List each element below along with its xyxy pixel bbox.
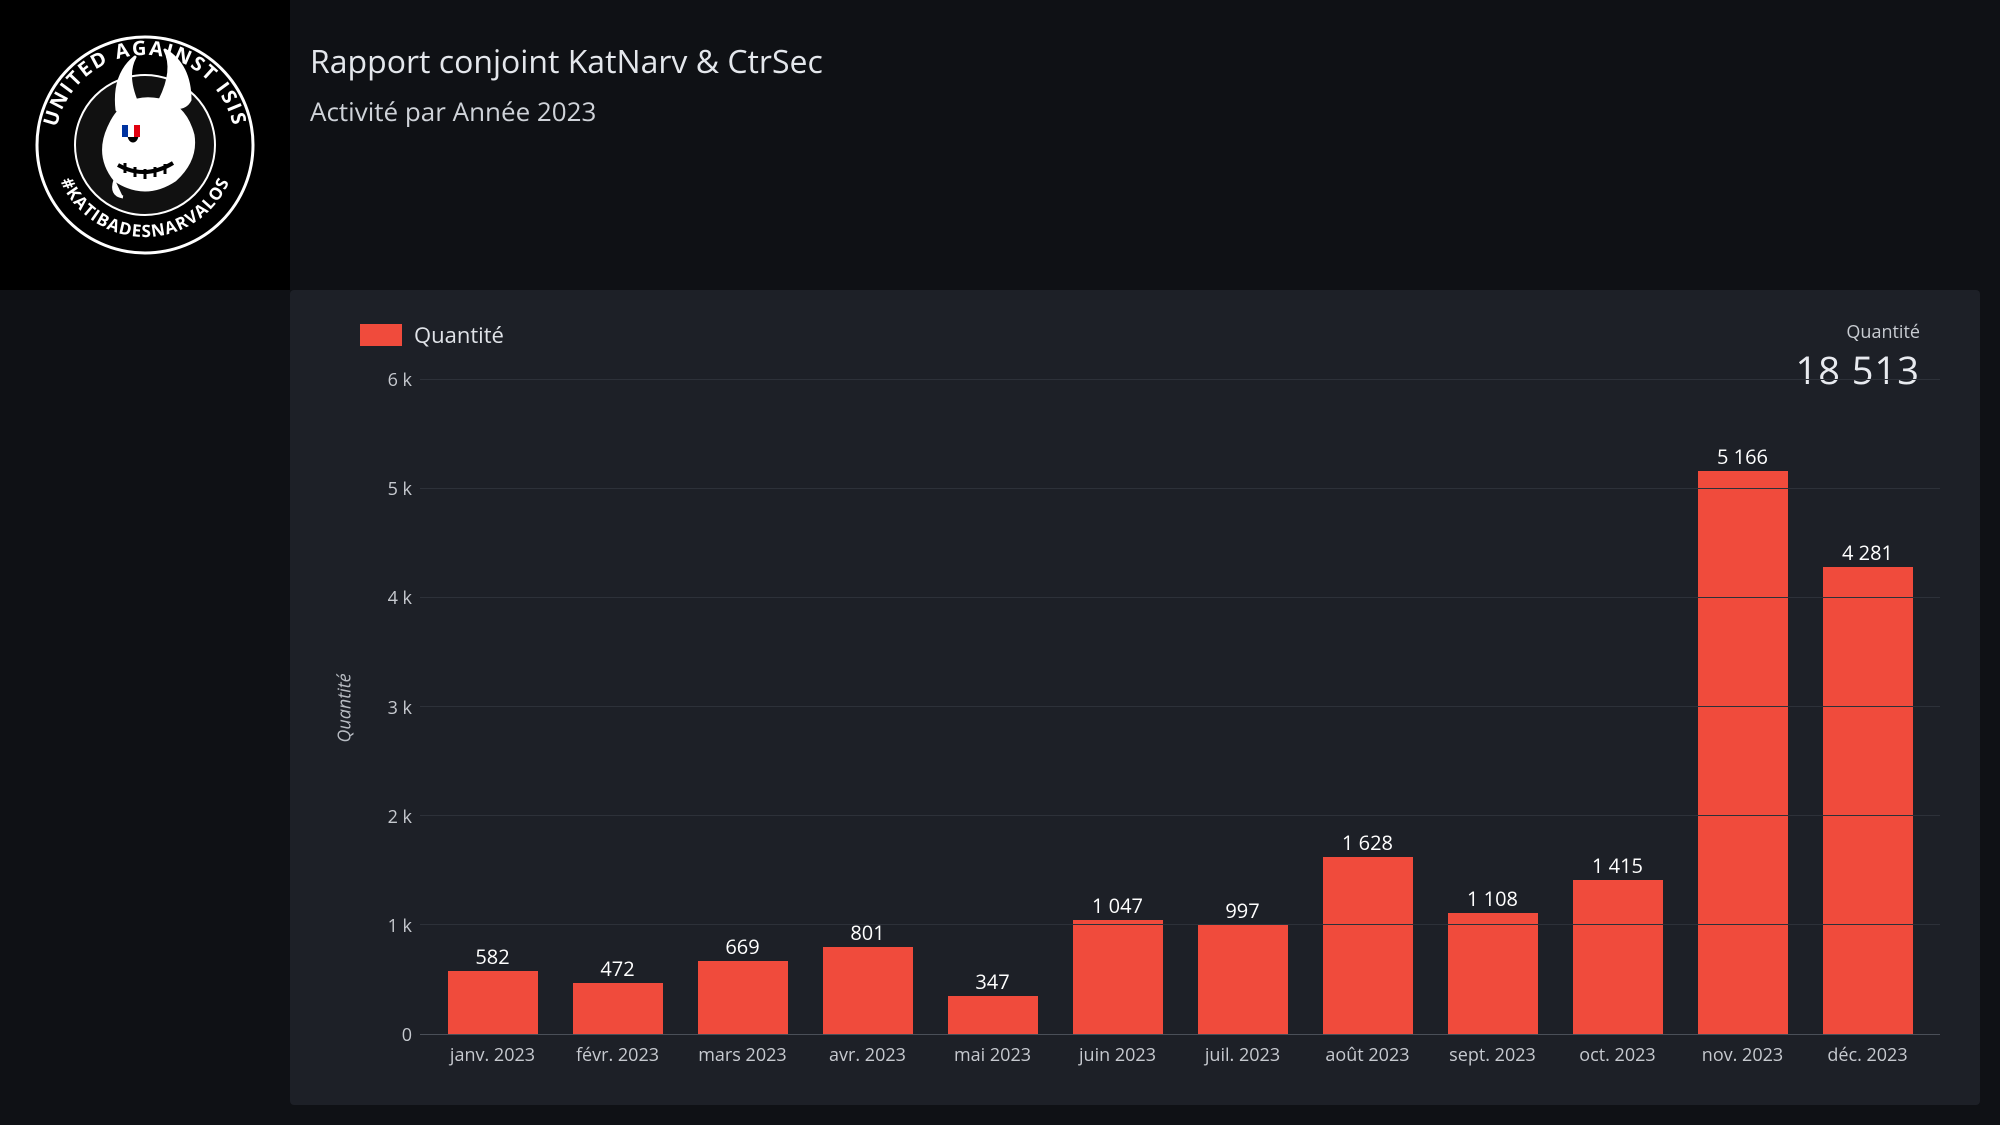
x-tick: mars 2023 (680, 1035, 805, 1075)
page-subtitle: Activité par Année 2023 (310, 93, 1980, 129)
y-tick: 5 k (388, 477, 412, 501)
legend-swatch (360, 324, 402, 346)
header: Rapport conjoint KatNarv & CtrSec Activi… (290, 0, 2000, 290)
bar: 582 (448, 971, 538, 1034)
gridline (420, 597, 1940, 598)
y-axis-ticks: 01 k2 k3 k4 k5 k6 k (370, 380, 420, 1035)
bar-value-label: 1 047 (1092, 892, 1143, 919)
y-tick: 2 k (388, 805, 412, 829)
bar-value-label: 582 (475, 943, 509, 970)
bar-value-label: 1 628 (1342, 829, 1393, 856)
bar-value-label: 801 (850, 919, 884, 946)
bar: 5 166 (1698, 471, 1788, 1034)
bar-slot: 4 281 (1805, 380, 1930, 1034)
x-tick: oct. 2023 (1555, 1035, 1680, 1075)
gridline (420, 488, 1940, 489)
bar: 1 415 (1573, 880, 1663, 1034)
bar: 801 (823, 947, 913, 1034)
bar: 669 (698, 961, 788, 1034)
page-title: Rapport conjoint KatNarv & CtrSec (310, 40, 1980, 83)
total-label: Quantité (1795, 320, 1920, 344)
bar-value-label: 669 (725, 933, 759, 960)
bar-slot: 1 628 (1305, 380, 1430, 1034)
bar: 4 281 (1823, 567, 1913, 1034)
y-tick: 0 (402, 1023, 412, 1047)
y-tick: 1 k (388, 914, 412, 938)
x-tick: janv. 2023 (430, 1035, 555, 1075)
bar: 997 (1198, 925, 1288, 1034)
gridline (420, 924, 1940, 925)
gridline (420, 815, 1940, 816)
bar-value-label: 5 166 (1717, 443, 1768, 470)
y-axis-title: Quantité (333, 673, 357, 742)
legend-label: Quantité (414, 320, 504, 350)
bar-slot: 347 (930, 380, 1055, 1034)
bar-slot: 1 415 (1555, 380, 1680, 1034)
y-axis-title-container: Quantité (320, 380, 370, 1035)
y-tick: 6 k (388, 368, 412, 392)
bar-value-label: 1 108 (1467, 885, 1518, 912)
x-tick: nov. 2023 (1680, 1035, 1805, 1075)
bar-slot: 997 (1180, 380, 1305, 1034)
bar-value-label: 4 281 (1842, 539, 1893, 566)
x-tick: mai 2023 (930, 1035, 1055, 1075)
x-tick: juin 2023 (1055, 1035, 1180, 1075)
gridline (420, 379, 1940, 380)
bar-slot: 1 108 (1430, 380, 1555, 1034)
chart-panel: Quantité Quantité 18 513 Quantité 01 k2 … (290, 290, 1980, 1105)
bar: 1 108 (1448, 913, 1538, 1034)
y-tick: 3 k (388, 696, 412, 720)
bar-value-label: 472 (600, 955, 634, 982)
bar-slot: 472 (555, 380, 680, 1034)
bar: 1 628 (1323, 857, 1413, 1034)
chart-plot-area: 582 472 669 801 347 1 047 997 1 628 1 108 1 415 5 … (420, 380, 1940, 1035)
logo: UNITED AGAINST ISIS #KATIBADESNARVALOS (0, 0, 290, 290)
bar-slot: 5 166 (1680, 380, 1805, 1034)
sidebar-spacer (0, 290, 290, 1125)
bar-value-label: 1 415 (1592, 852, 1643, 879)
bar-slot: 582 (430, 380, 555, 1034)
bar-slot: 1 047 (1055, 380, 1180, 1034)
x-tick: févr. 2023 (555, 1035, 680, 1075)
x-tick: août 2023 (1305, 1035, 1430, 1075)
gridline (420, 706, 1940, 707)
bar-value-label: 997 (1225, 897, 1259, 924)
bar: 472 (573, 983, 663, 1034)
x-tick: sept. 2023 (1430, 1035, 1555, 1075)
x-tick: juil. 2023 (1180, 1035, 1305, 1075)
bar-slot: 801 (805, 380, 930, 1034)
bar-value-label: 347 (975, 968, 1009, 995)
x-tick: avr. 2023 (805, 1035, 930, 1075)
bar: 1 047 (1073, 920, 1163, 1034)
bar: 347 (948, 996, 1038, 1034)
x-axis-ticks: janv. 2023févr. 2023mars 2023avr. 2023ma… (420, 1035, 1940, 1075)
chart-legend: Quantité (360, 320, 504, 350)
logo-emblem-icon: UNITED AGAINST ISIS #KATIBADESNARVALOS (15, 15, 275, 275)
x-tick: déc. 2023 (1805, 1035, 1930, 1075)
y-tick: 4 k (388, 586, 412, 610)
bar-slot: 669 (680, 380, 805, 1034)
